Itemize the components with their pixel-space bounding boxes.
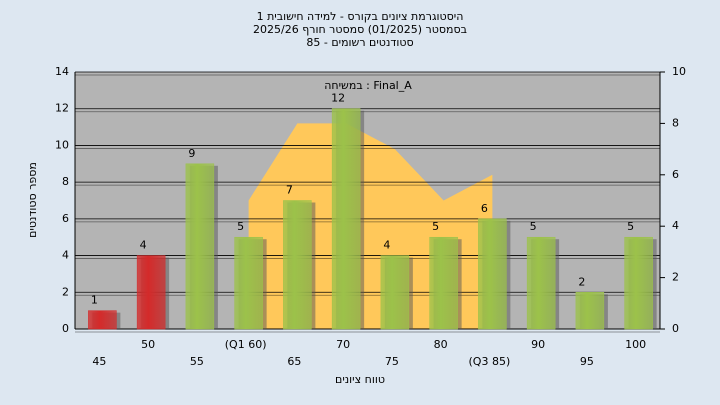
x-tick-label: 80	[434, 338, 448, 351]
y2-tick-label: 10	[672, 65, 686, 78]
chart-title: היסטוגרמת ציונים בקורס - למידה חישובית 1	[257, 10, 464, 23]
bar	[331, 108, 361, 330]
bar	[575, 292, 605, 330]
y-tick-label: 2	[62, 285, 69, 298]
data-label: 4	[383, 239, 390, 252]
y-tick-label: 4	[62, 249, 69, 262]
y-tick-label: 10	[55, 138, 69, 151]
bar	[478, 218, 507, 330]
data-label: 9	[188, 147, 195, 160]
data-label: 5	[432, 220, 439, 233]
y-tick-label: 6	[62, 212, 69, 225]
bar	[88, 310, 117, 330]
bar	[526, 236, 556, 330]
x-tick-label: 100	[625, 338, 646, 351]
annotation: במשיחה : Final_A	[324, 79, 412, 92]
x-tick-label: 90	[531, 338, 545, 351]
bar	[136, 255, 166, 330]
x-tick-label: 65	[287, 355, 301, 368]
data-label: 5	[530, 220, 537, 233]
chart-title: סטודנטים רשומים - 85	[306, 36, 413, 49]
x-tick-label: (Q1 60)	[225, 338, 267, 351]
data-label: 4	[140, 239, 147, 252]
y2-tick-label: 6	[672, 168, 679, 181]
y2-tick-label: 0	[672, 322, 679, 335]
data-label: 5	[627, 220, 634, 233]
x-tick-label: 55	[190, 355, 204, 368]
data-label: 6	[481, 202, 488, 215]
x-tick-label: 45	[92, 355, 106, 368]
data-label: 1	[91, 294, 98, 307]
bar	[234, 236, 263, 330]
data-label: 12	[331, 92, 345, 105]
y-tick-label: 8	[62, 175, 69, 188]
y-axis-label: מספר סטודנטים	[26, 162, 39, 238]
chart-title: בסמסטר (01/2025) סמסטר חורף 2025/26	[253, 23, 467, 36]
x-tick-label: 95	[580, 355, 594, 368]
y-tick-label: 14	[55, 65, 69, 78]
x-tick-label: 70	[336, 338, 350, 351]
data-label: 7	[286, 184, 293, 197]
y2-tick-label: 4	[672, 219, 679, 232]
x-tick-label: (Q3 85)	[469, 355, 511, 368]
bar	[185, 163, 215, 330]
y-tick-label: 12	[55, 102, 69, 115]
bar	[380, 255, 410, 330]
data-label: 5	[237, 220, 244, 233]
bar	[283, 200, 312, 330]
x-tick-label: 50	[141, 338, 155, 351]
x-axis-label: טווח ציונים	[335, 373, 385, 386]
bar	[429, 236, 458, 330]
y2-tick-label: 8	[672, 116, 679, 129]
y-tick-label: 0	[62, 322, 69, 335]
data-label: 2	[578, 275, 585, 288]
bar	[624, 236, 653, 330]
y2-tick-label: 2	[672, 271, 679, 284]
x-tick-label: 75	[385, 355, 399, 368]
